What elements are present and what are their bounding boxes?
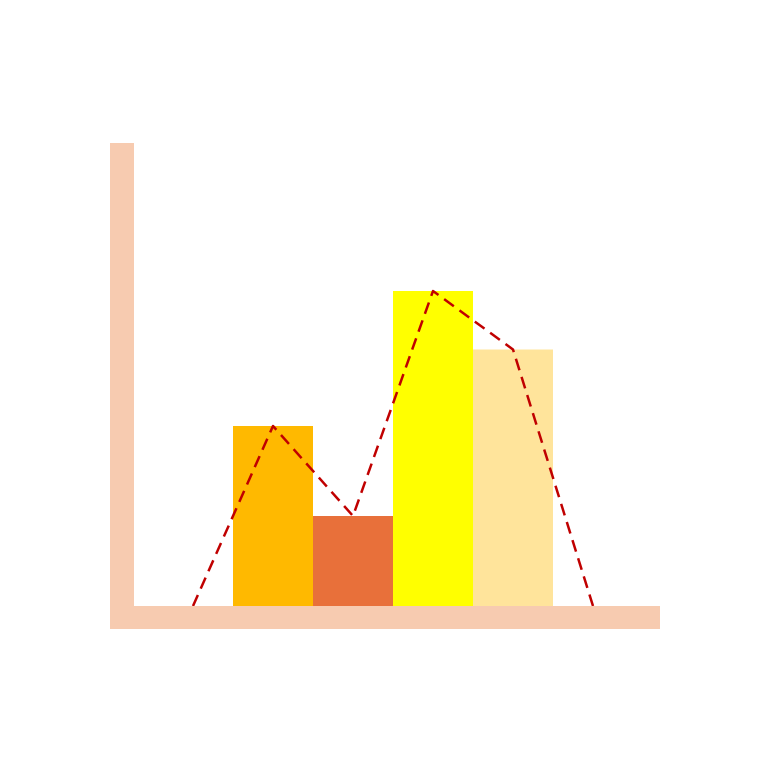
bar-1 [233, 426, 313, 606]
bar-2 [313, 516, 393, 606]
x-axis [110, 606, 660, 629]
y-axis [110, 143, 134, 629]
bar-4 [473, 349, 553, 606]
bar-3 [393, 291, 473, 606]
